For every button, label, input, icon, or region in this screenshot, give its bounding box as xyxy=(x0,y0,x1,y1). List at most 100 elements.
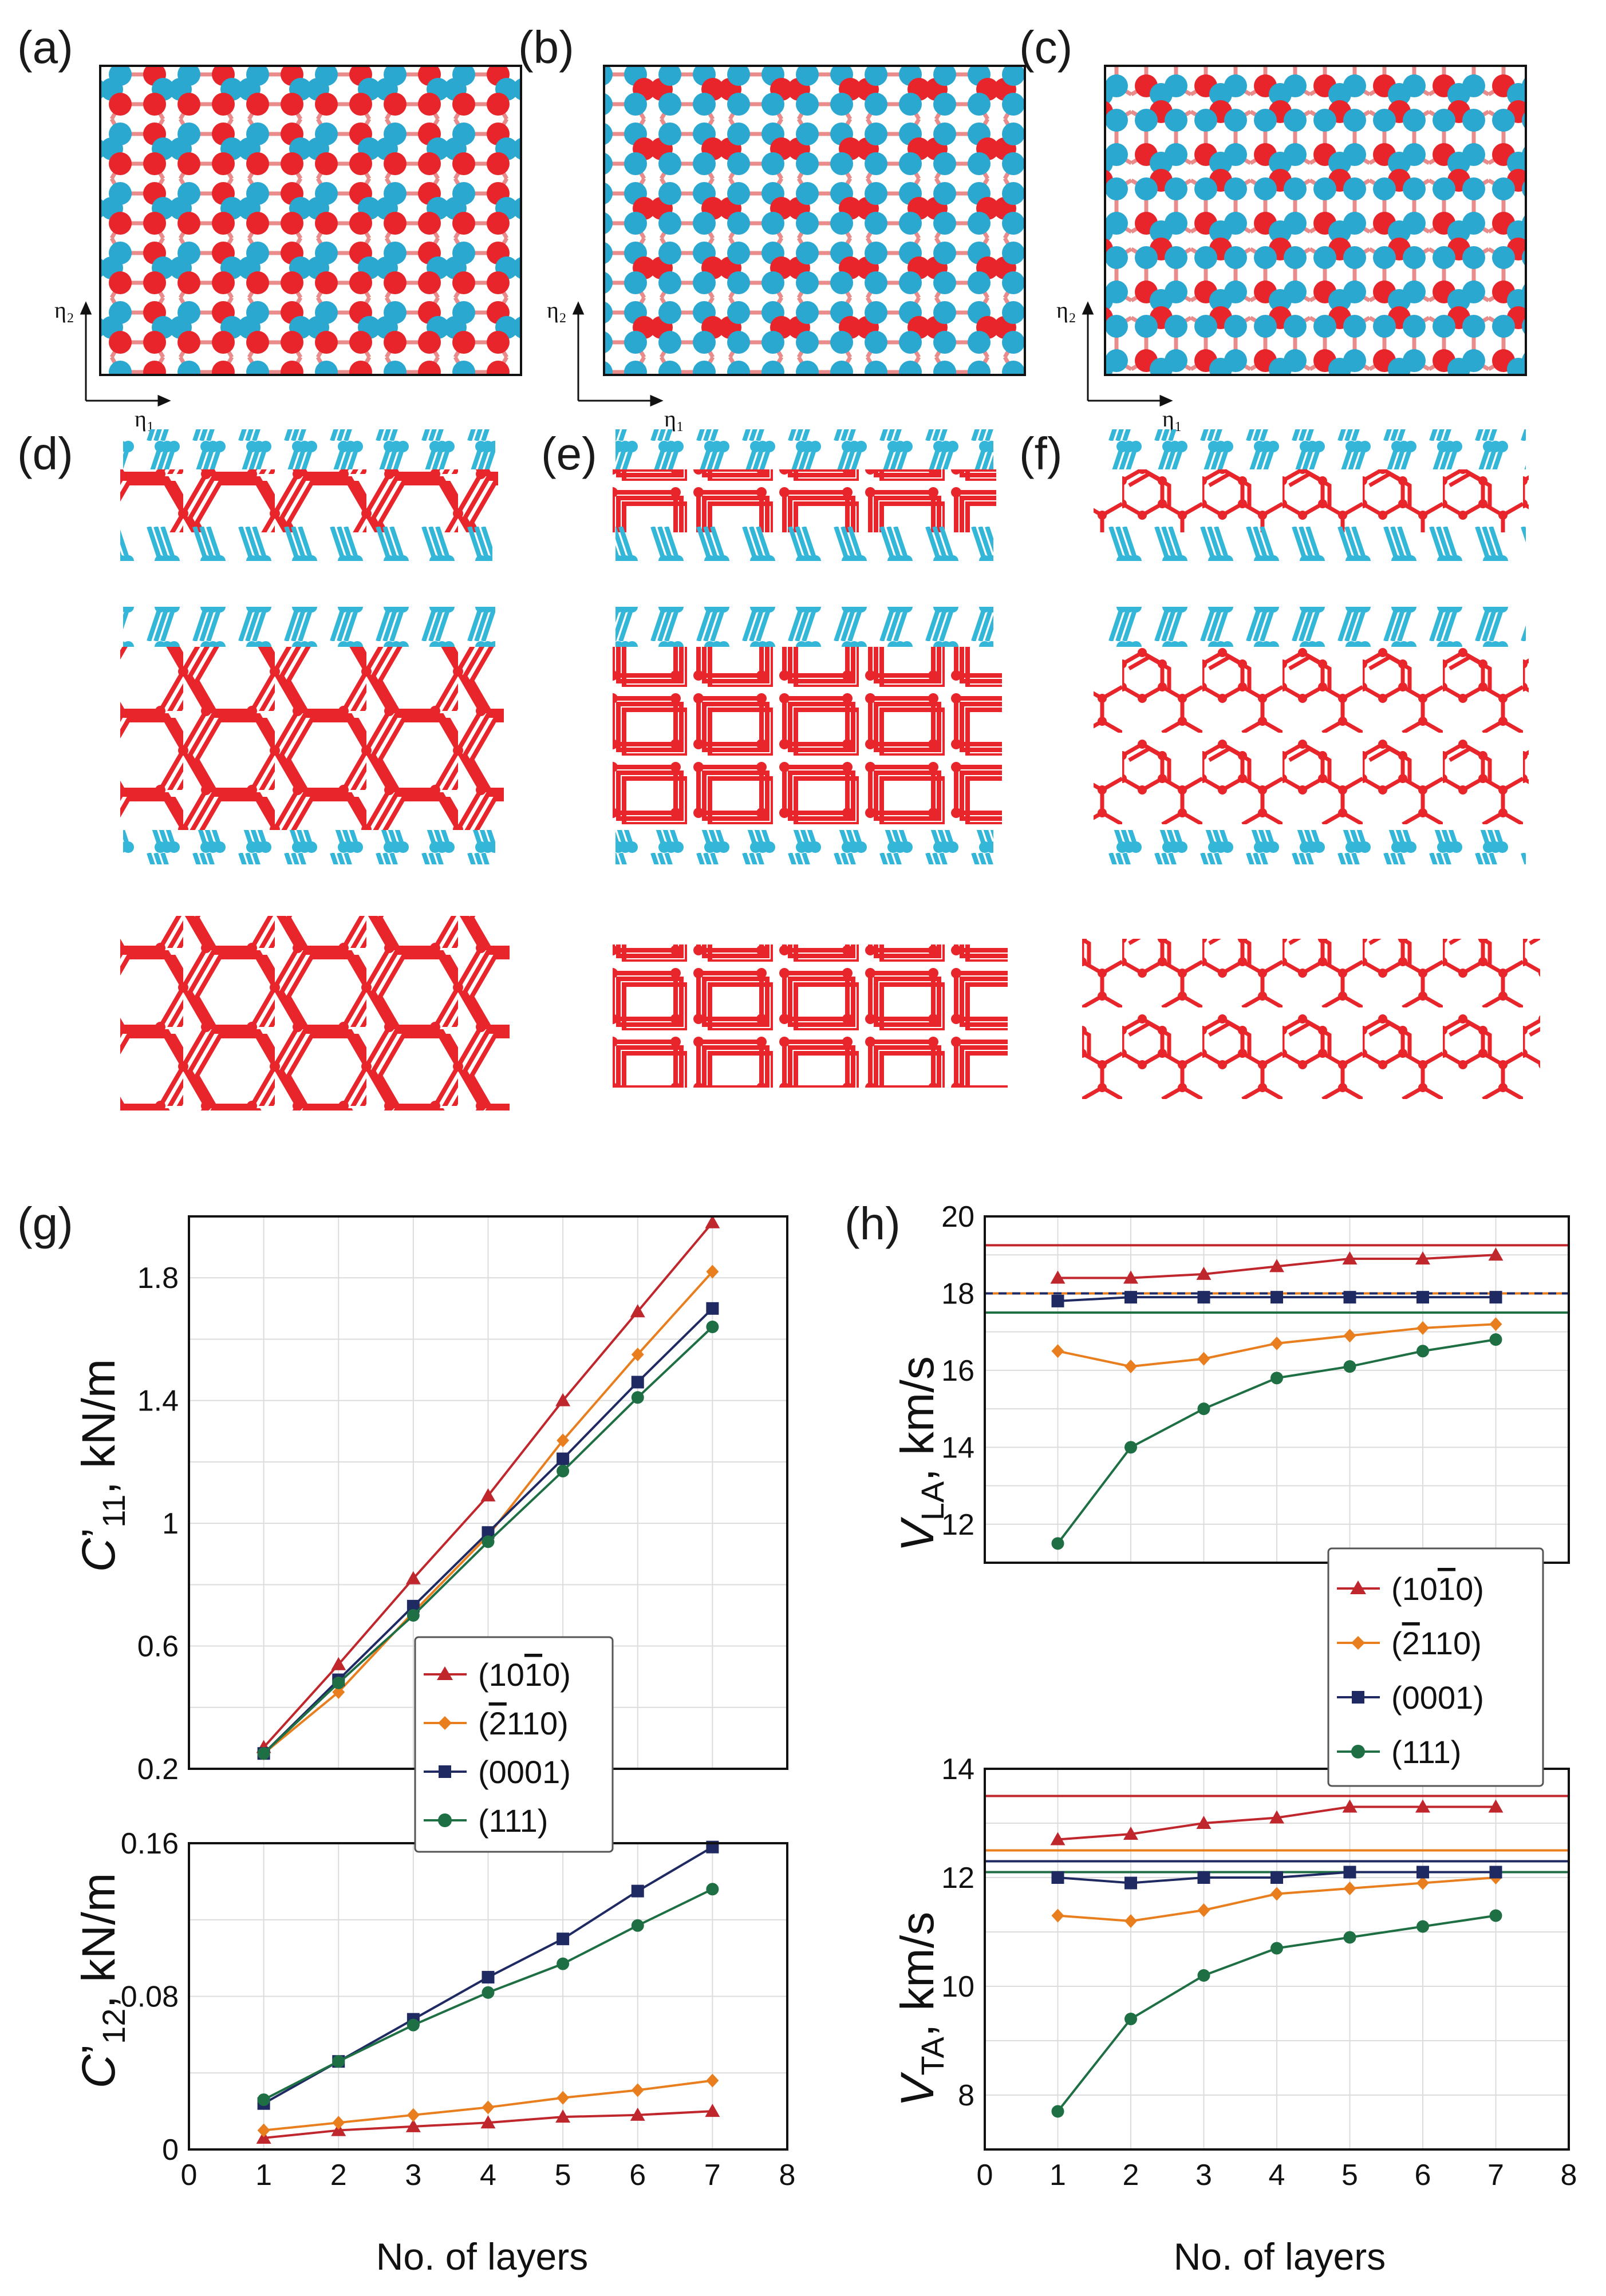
eta1-label-b: η₁ xyxy=(664,406,684,432)
data-point xyxy=(1270,1372,1283,1385)
series-(111) xyxy=(1051,1909,1502,2118)
data-point xyxy=(1488,1247,1504,1261)
x-tick-label: 5 xyxy=(1341,2159,1358,2192)
data-point xyxy=(405,2119,421,2132)
y-tick-label: 0.6 xyxy=(137,1630,179,1663)
data-point xyxy=(705,1215,720,1228)
x-tick-label: 1 xyxy=(1049,2159,1066,2192)
data-point xyxy=(1197,1871,1210,1884)
series-(111) xyxy=(257,1321,719,1760)
y-tick-label: 0.08 xyxy=(121,1981,179,2014)
series-(111) xyxy=(257,1883,719,2107)
data-point xyxy=(557,1464,570,1477)
chart-g-bot: 0 0.08 0.16 0 1 2 3 4 5 6 7 8 xyxy=(121,1827,796,2192)
data-point xyxy=(407,2018,420,2032)
panel-label-c: (c) xyxy=(1019,22,1072,73)
structure-e-3 xyxy=(613,945,1008,1088)
xlabel-g: No. of layers xyxy=(376,2235,588,2278)
legend-h-entry-0001: (0001) xyxy=(1337,1679,1484,1716)
eta1-label-c: η₁ xyxy=(1162,406,1182,432)
y-tick-label: 12 xyxy=(941,1862,974,1895)
data-point xyxy=(1489,1909,1502,1922)
data-point xyxy=(1489,1317,1502,1331)
eta2-label-c: η₂ xyxy=(1056,297,1076,323)
data-point xyxy=(1270,1942,1283,1955)
data-point xyxy=(482,2100,495,2115)
svg-text:(0001): (0001) xyxy=(1391,1679,1484,1716)
ylabel-c12: C’12, kN/m xyxy=(73,1873,132,2089)
data-point xyxy=(257,2123,270,2137)
data-point xyxy=(480,2115,496,2129)
legend-g: (1010) (2110) (0001) (111) xyxy=(414,1636,614,1853)
data-point xyxy=(706,1883,719,1896)
data-point xyxy=(631,1919,644,1932)
data-point xyxy=(407,2108,420,2122)
y-tick-label: 0.2 xyxy=(137,1753,179,1786)
series-(10-10) xyxy=(1050,1799,1504,1846)
data-point xyxy=(557,1433,570,1448)
data-point xyxy=(1196,1816,1212,1829)
legend-g-entry-2110: (2110) xyxy=(424,1705,569,1741)
data-point xyxy=(1051,1871,1064,1884)
data-point xyxy=(631,1391,644,1404)
x-tick-label: 7 xyxy=(704,2159,721,2192)
data-point xyxy=(332,1685,345,1699)
data-point xyxy=(1489,1866,1502,1879)
y-tick-label: 0.16 xyxy=(121,1827,179,1860)
data-point xyxy=(631,1347,644,1362)
legend-g-entry-0001: (0001) xyxy=(424,1754,571,1790)
data-point xyxy=(1197,1291,1210,1304)
data-point xyxy=(1123,1827,1138,1840)
data-point xyxy=(1124,1914,1137,1928)
lattice-b xyxy=(603,65,1026,376)
data-point xyxy=(482,1971,495,1984)
data-point xyxy=(557,1957,570,1970)
data-point xyxy=(631,2083,644,2097)
data-point xyxy=(1489,1333,1502,1346)
data-point xyxy=(1415,1799,1430,1813)
data-point xyxy=(407,1599,420,1613)
svg-text:(1010): (1010) xyxy=(1391,1571,1484,1607)
data-point xyxy=(630,2107,645,2121)
plot-frame xyxy=(984,1215,1570,1564)
axes-icon-c xyxy=(1082,301,1173,407)
x-tick-label: 1 xyxy=(255,2159,272,2192)
panel-label-b: (b) xyxy=(518,22,574,73)
y-tick-label: 10 xyxy=(941,1970,974,2003)
data-point xyxy=(1050,1832,1066,1846)
data-point xyxy=(1197,1351,1210,1366)
data-point xyxy=(706,2073,719,2088)
svg-text:(1010): (1010) xyxy=(478,1657,571,1693)
y-tick-label: 14 xyxy=(941,1431,974,1464)
y-tick-label: 18 xyxy=(941,1277,974,1310)
legend-g-entry-1010: (1010) xyxy=(424,1657,571,1693)
x-tick-label: 0 xyxy=(977,2159,993,2192)
data-point xyxy=(1124,1876,1137,1890)
series-(111) xyxy=(1051,1333,1502,1550)
series-(10-10) xyxy=(256,1215,720,1753)
eta2-label-a: η₂ xyxy=(54,297,74,323)
data-point xyxy=(706,1264,719,1279)
data-point xyxy=(1269,1259,1284,1273)
structure-f-2 xyxy=(1094,607,1529,864)
xlabel-h: No. of layers xyxy=(1174,2235,1386,2278)
x-tick-label: 0 xyxy=(181,2159,198,2192)
data-point xyxy=(1343,1866,1356,1879)
x-tick-label: 8 xyxy=(1561,2159,1577,2192)
series-(10-10) xyxy=(256,2104,720,2144)
panel-label-g: (g) xyxy=(17,1198,73,1249)
data-point xyxy=(1488,1799,1504,1813)
x-tick-label: 4 xyxy=(480,2159,496,2192)
structure-d-2 xyxy=(120,607,504,864)
data-point xyxy=(1415,1251,1430,1264)
series-(0001) xyxy=(1051,1866,1502,1890)
data-point xyxy=(1342,1799,1358,1813)
data-point xyxy=(1051,2105,1064,2118)
data-point xyxy=(706,1321,719,1333)
data-point xyxy=(331,1657,346,1670)
data-point xyxy=(1051,1294,1064,1307)
structure-d-3 xyxy=(120,916,510,1111)
chart-h-top: 12 14 16 18 20 xyxy=(941,1200,1570,1564)
charts: 0.20.611.41.800.080.160 1 2 3 4 5 6 7 8121416182… xyxy=(121,1200,1577,2192)
x-tick-label: 2 xyxy=(330,2159,347,2192)
